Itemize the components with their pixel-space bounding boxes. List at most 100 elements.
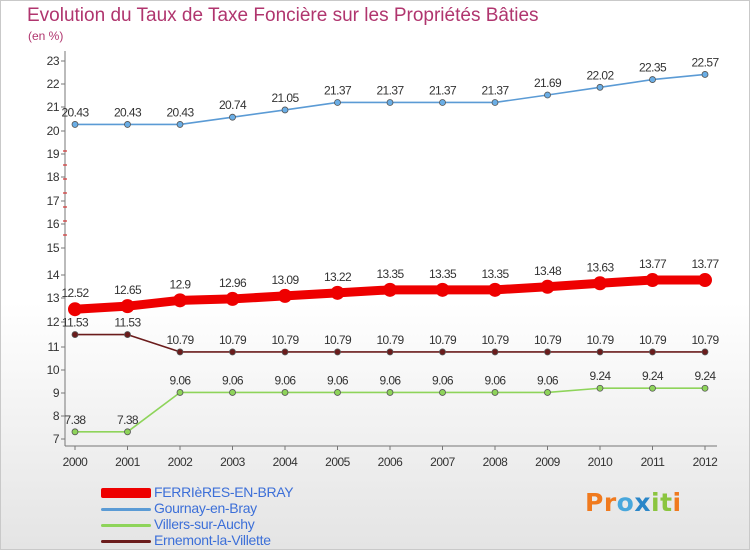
logo-letter: i (651, 488, 661, 517)
y-tick-label: 10 (47, 363, 60, 377)
logo-letter: r (603, 488, 617, 517)
y-tick-label: 7 (53, 432, 60, 446)
data-point (68, 302, 82, 317)
data-label: 13.35 (376, 267, 404, 281)
x-tick-label: 2011 (641, 455, 666, 469)
data-label: 13.09 (271, 273, 299, 287)
series-2: 7.38 7.38 9.06 9.06 9.06 9.06 9.06 9.06 9.06 9.06… (65, 369, 717, 436)
data-label: 21.37 (481, 83, 509, 97)
series-3: 11.53 11.53 10.79 10.79 10.79 10.79 10.79 10.79… (62, 316, 720, 356)
data-point (176, 121, 184, 128)
data-point (488, 282, 502, 297)
data-label: 10.79 (691, 333, 719, 347)
legend-swatch (101, 488, 151, 498)
x-tick-label: 2008 (483, 455, 509, 469)
data-label: 21.37 (429, 83, 457, 97)
data-label: 10.79 (534, 333, 562, 347)
data-point (596, 348, 604, 356)
data-point (383, 282, 397, 297)
data-label: 21.37 (376, 83, 404, 97)
legend-label: FERRIèRES-EN-BRAY (154, 484, 294, 500)
data-label: 10.79 (324, 333, 352, 347)
data-label: 9.06 (537, 373, 559, 387)
data-label: 9.24 (590, 369, 612, 383)
legend-label: Ernemont-la-Villette (154, 532, 271, 548)
data-label: 13.22 (324, 270, 352, 284)
data-point (176, 348, 184, 356)
data-label: 13.77 (639, 257, 667, 271)
x-tick-label: 2005 (325, 455, 351, 469)
y-tick-label: 23 (47, 54, 60, 68)
x-tick-label: 2001 (115, 455, 141, 469)
x-tick-label: 2006 (378, 455, 404, 469)
data-label: 12.9 (170, 277, 192, 291)
legend-swatch (101, 540, 151, 543)
data-label: 13.63 (586, 260, 614, 274)
data-label: 20.43 (166, 105, 194, 119)
x-tick-label: 2007 (430, 455, 456, 469)
data-point (386, 348, 394, 356)
data-point (645, 273, 660, 288)
data-label: 9.06 (380, 373, 402, 387)
data-label: 9.06 (327, 373, 349, 387)
data-point (334, 348, 341, 356)
x-tick-label: 2000 (63, 455, 89, 469)
data-point (225, 291, 240, 306)
data-label: 21.05 (271, 91, 299, 105)
y-tick-label: 8 (53, 409, 60, 423)
data-label: 22.35 (639, 61, 667, 75)
data-point (544, 389, 551, 396)
data-label: 9.06 (485, 373, 507, 387)
data-point (334, 99, 341, 106)
data-label: 20.74 (219, 98, 247, 112)
data-point (124, 121, 131, 128)
data-point (649, 76, 656, 83)
data-point (386, 99, 394, 106)
data-point (439, 99, 446, 106)
legend-label: Villers-sur-Auchy (154, 516, 255, 532)
y-tick-label: 13 (47, 291, 60, 305)
y-tick-label: 9 (53, 386, 60, 400)
series-layer: 20.43 20.43 20.43 20.74 21.05 21.37 21.37 21.37… (61, 55, 720, 436)
data-point (593, 276, 607, 291)
data-label: 21.69 (534, 76, 562, 90)
x-tick-label: 2003 (220, 455, 246, 469)
data-point (229, 389, 236, 396)
data-label: 10.79 (219, 333, 247, 347)
y-tick-label: 20 (47, 124, 60, 138)
x-tick-label: 2002 (168, 455, 194, 469)
data-label: 13.35 (429, 267, 457, 281)
data-point (701, 384, 709, 392)
data-label: 10.79 (481, 333, 509, 347)
data-label: 10.79 (376, 333, 404, 347)
data-point (124, 331, 131, 338)
data-label: 13.77 (691, 257, 719, 271)
data-point (544, 348, 551, 356)
data-label: 7.38 (117, 413, 139, 427)
data-label: 13.35 (481, 267, 509, 281)
chart-unit-label: (en %) (28, 29, 64, 43)
data-label: 12.52 (61, 286, 89, 300)
data-point (649, 348, 656, 356)
data-label: 12.96 (219, 276, 247, 290)
y-tick-label: 11 (48, 340, 60, 354)
logo-letter: t (660, 488, 673, 517)
data-label: 10.79 (271, 333, 299, 347)
data-label: 9.24 (642, 369, 664, 383)
data-label: 20.43 (114, 105, 142, 119)
y-tick-label: 21 (47, 100, 60, 114)
proxiti-logo: Proxiti (585, 488, 682, 517)
y-tick-label: 17 (47, 194, 60, 208)
data-label: 12.65 (114, 283, 142, 297)
y-tick-label: 22 (47, 77, 60, 91)
data-point (596, 384, 604, 392)
data-label: 9.06 (432, 373, 454, 387)
y-tick-label: 14 (47, 268, 60, 282)
data-point (540, 279, 555, 294)
data-label: 11.53 (62, 316, 89, 330)
x-tick-label: 2010 (588, 455, 614, 469)
data-point (701, 71, 709, 78)
data-point (71, 121, 79, 128)
data-label: 13.48 (534, 264, 562, 278)
